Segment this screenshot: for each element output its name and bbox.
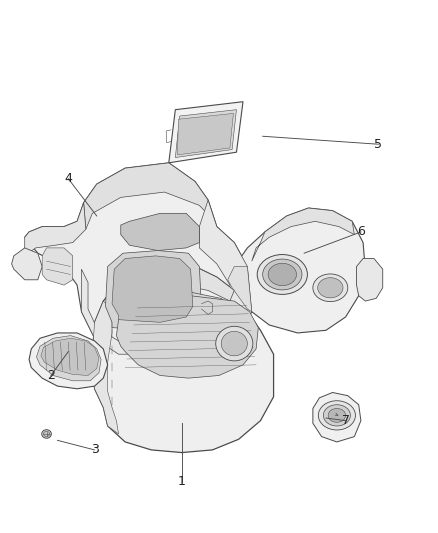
Polygon shape: [84, 163, 215, 229]
Text: 6: 6: [357, 225, 365, 238]
Ellipse shape: [42, 430, 51, 438]
Ellipse shape: [313, 274, 348, 302]
Polygon shape: [36, 336, 101, 381]
Ellipse shape: [318, 278, 343, 298]
Polygon shape: [228, 266, 252, 312]
Polygon shape: [175, 110, 237, 158]
Polygon shape: [357, 259, 383, 301]
Polygon shape: [230, 208, 365, 333]
Ellipse shape: [318, 401, 356, 430]
Polygon shape: [92, 266, 274, 453]
Polygon shape: [313, 392, 361, 442]
Ellipse shape: [216, 326, 253, 361]
Polygon shape: [252, 208, 354, 261]
Polygon shape: [112, 256, 193, 322]
Polygon shape: [81, 200, 252, 354]
Polygon shape: [121, 290, 230, 314]
Ellipse shape: [221, 332, 247, 356]
Polygon shape: [169, 102, 243, 163]
Polygon shape: [12, 248, 42, 280]
Ellipse shape: [328, 408, 346, 422]
Text: 2: 2: [47, 369, 55, 382]
Text: 5: 5: [374, 138, 382, 151]
Ellipse shape: [268, 263, 297, 286]
Polygon shape: [92, 301, 119, 434]
Polygon shape: [106, 251, 201, 330]
Ellipse shape: [263, 259, 302, 290]
Text: 4: 4: [64, 172, 72, 185]
Polygon shape: [121, 213, 199, 251]
Polygon shape: [117, 296, 258, 378]
Ellipse shape: [323, 405, 350, 426]
Polygon shape: [41, 338, 99, 375]
Polygon shape: [25, 203, 86, 256]
Polygon shape: [177, 114, 233, 155]
Polygon shape: [112, 266, 234, 309]
Text: 3: 3: [91, 443, 99, 456]
Text: 7: 7: [342, 414, 350, 427]
Polygon shape: [29, 333, 108, 389]
Ellipse shape: [43, 431, 49, 437]
Ellipse shape: [257, 255, 307, 294]
Polygon shape: [25, 163, 252, 354]
Text: 1: 1: [178, 475, 186, 488]
Polygon shape: [42, 248, 73, 285]
